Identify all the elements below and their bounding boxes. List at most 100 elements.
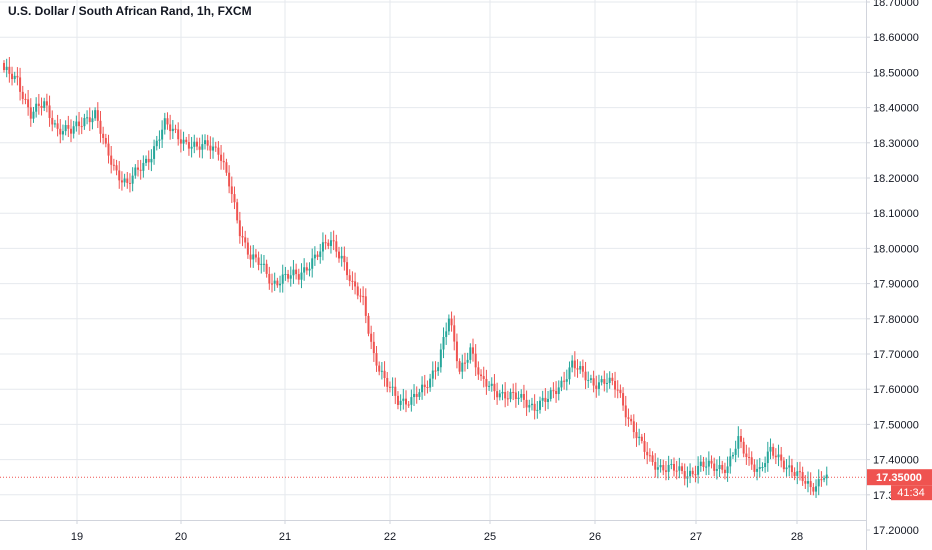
candle-body bbox=[673, 463, 675, 471]
candle-body bbox=[689, 470, 692, 477]
candle-body bbox=[163, 118, 166, 130]
candle-body bbox=[233, 194, 236, 203]
candle-body bbox=[745, 453, 748, 458]
last-price-label: 17.35000 bbox=[876, 472, 922, 484]
candle-body bbox=[697, 465, 700, 475]
candle-body bbox=[16, 75, 19, 78]
candle-body bbox=[225, 162, 228, 173]
candle-body bbox=[434, 370, 437, 372]
candle-body bbox=[544, 397, 547, 402]
candle-body bbox=[64, 125, 67, 132]
candle-body bbox=[338, 251, 340, 259]
date-tick-label: 25 bbox=[484, 531, 496, 543]
candle-body bbox=[209, 145, 212, 151]
candle-body bbox=[35, 103, 38, 112]
price-tick-label: 17.60000 bbox=[873, 384, 919, 396]
candle-body bbox=[555, 390, 558, 395]
candle-body bbox=[303, 267, 306, 273]
price-tick-label: 18.00000 bbox=[873, 243, 919, 255]
candle-body bbox=[281, 274, 284, 284]
candle-body bbox=[455, 341, 458, 362]
candle-body bbox=[343, 255, 346, 263]
candle-body bbox=[145, 158, 148, 163]
candle-body bbox=[675, 470, 678, 472]
candle-body bbox=[96, 110, 99, 121]
candle-body bbox=[667, 464, 670, 472]
candle-body bbox=[563, 380, 566, 382]
candle-body bbox=[461, 362, 464, 372]
price-tick-label: 17.50000 bbox=[873, 419, 919, 431]
candle-body bbox=[254, 254, 257, 258]
candle-body bbox=[514, 392, 517, 400]
candle-body bbox=[230, 186, 233, 195]
candle-body bbox=[351, 280, 354, 282]
candle-body bbox=[27, 99, 30, 108]
date-tick-label: 26 bbox=[589, 531, 601, 543]
price-tick-label: 17.70000 bbox=[873, 349, 919, 361]
candle-body bbox=[758, 467, 761, 469]
candle-body bbox=[289, 275, 292, 279]
candle-body bbox=[624, 405, 627, 418]
candle-body bbox=[565, 379, 568, 382]
candle-body bbox=[742, 441, 745, 454]
candle-body bbox=[648, 455, 651, 457]
candle-body bbox=[622, 393, 625, 406]
candle-body bbox=[206, 140, 209, 146]
candle-body bbox=[174, 128, 177, 130]
candle-body bbox=[512, 391, 515, 393]
candle-body bbox=[640, 436, 643, 441]
price-tick-label: 17.20000 bbox=[873, 525, 919, 537]
candle-body bbox=[268, 273, 271, 284]
candle-body bbox=[603, 379, 606, 384]
candle-body bbox=[528, 405, 531, 408]
candle-body bbox=[99, 120, 102, 134]
candle-body bbox=[179, 139, 182, 144]
candle-body bbox=[246, 242, 249, 255]
candle-body bbox=[699, 461, 702, 466]
candle-body bbox=[463, 362, 466, 364]
candle-body bbox=[327, 242, 330, 246]
candle-body bbox=[166, 118, 169, 125]
candle-body bbox=[662, 465, 665, 471]
candle-body bbox=[421, 384, 424, 393]
candle-body bbox=[721, 464, 724, 470]
candle-body bbox=[13, 75, 16, 80]
candle-body bbox=[383, 370, 386, 378]
candle-body bbox=[402, 398, 405, 401]
candle-body bbox=[630, 418, 633, 422]
candle-body bbox=[608, 377, 611, 383]
candle-body bbox=[161, 129, 164, 140]
candle-body bbox=[405, 398, 407, 405]
candle-body bbox=[750, 457, 753, 465]
candle-body bbox=[48, 105, 51, 118]
candle-body bbox=[560, 380, 563, 388]
candle-body bbox=[713, 463, 716, 471]
candle-body bbox=[474, 353, 477, 368]
candle-body bbox=[388, 386, 391, 388]
candle-body bbox=[228, 172, 231, 187]
candle-body bbox=[530, 403, 533, 406]
candle-body bbox=[774, 455, 777, 458]
candle-body bbox=[568, 367, 571, 380]
candle-body bbox=[279, 283, 282, 286]
candle-body bbox=[356, 286, 359, 296]
candle-body bbox=[504, 391, 507, 399]
candle-body bbox=[780, 454, 783, 461]
candle-body bbox=[364, 296, 367, 316]
candle-body bbox=[19, 77, 22, 92]
candle-body bbox=[734, 448, 737, 455]
candle-body bbox=[222, 160, 225, 163]
candle-body bbox=[782, 460, 785, 470]
candle-body bbox=[88, 117, 91, 123]
candle-body bbox=[541, 397, 544, 401]
candle-body bbox=[579, 366, 582, 370]
candle-body bbox=[150, 158, 153, 163]
candle-body bbox=[123, 178, 126, 183]
candle-body bbox=[201, 144, 204, 150]
candle-body bbox=[147, 158, 150, 163]
candle-body bbox=[220, 154, 223, 161]
countdown-label: 41:34 bbox=[897, 487, 925, 499]
candle-body bbox=[410, 397, 413, 405]
